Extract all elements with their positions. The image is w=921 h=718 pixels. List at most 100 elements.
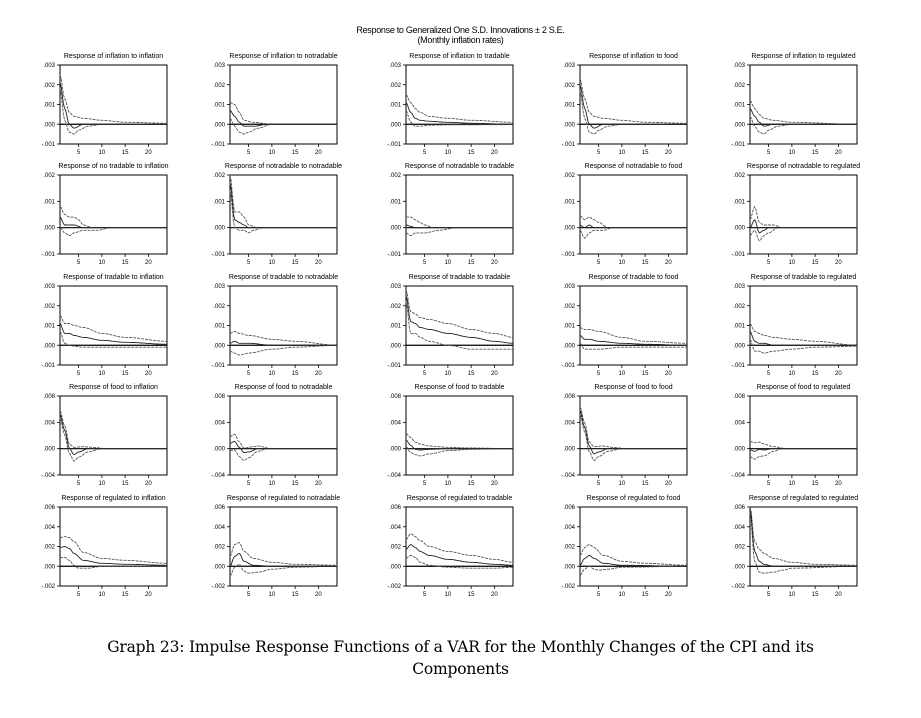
response-line bbox=[579, 224, 687, 229]
y-tick-label: .000 bbox=[733, 226, 745, 232]
y-tick-label: .003 bbox=[43, 63, 55, 69]
x-tick-label: 5 bbox=[767, 150, 771, 156]
x-tick-label: 20 bbox=[835, 592, 842, 598]
lower-band-line bbox=[59, 418, 167, 462]
lower-band-line bbox=[229, 117, 337, 135]
response-line bbox=[229, 440, 337, 454]
x-tick-label: 20 bbox=[315, 260, 322, 266]
plot-frame bbox=[749, 506, 858, 587]
x-tick-label: 10 bbox=[619, 260, 626, 266]
upper-band-line bbox=[405, 289, 514, 338]
x-tick-label: 15 bbox=[642, 371, 649, 377]
y-tick-label: .000 bbox=[563, 343, 575, 349]
panel-title: Response of inflation to inflation bbox=[64, 53, 163, 60]
y-tick-label: -.002 bbox=[41, 584, 55, 590]
x-tick-label: 15 bbox=[812, 592, 819, 598]
y-tick-label: -.004 bbox=[387, 473, 401, 479]
plot-frame bbox=[405, 395, 514, 476]
caption-line-2: Components bbox=[412, 660, 509, 678]
plot-frame bbox=[405, 174, 514, 255]
y-tick-label: -.002 bbox=[731, 584, 745, 590]
y-tick-label: .001 bbox=[213, 103, 225, 109]
irf-panel: Response of food to regulated -.004 .000 .0… bbox=[731, 384, 858, 487]
y-tick-label: .000 bbox=[733, 447, 745, 453]
y-tick-label: .000 bbox=[389, 447, 401, 453]
plot-frame bbox=[405, 506, 514, 587]
y-tick-label: .000 bbox=[733, 343, 745, 349]
y-tick-label: .002 bbox=[43, 173, 55, 179]
y-tick-label: .002 bbox=[563, 173, 575, 179]
panel-title: Response of no tradable to inflation bbox=[58, 163, 168, 170]
y-tick-label: .000 bbox=[213, 564, 225, 570]
x-tick-label: 20 bbox=[145, 481, 152, 487]
x-tick-label: 5 bbox=[77, 260, 81, 266]
y-tick-label: -.001 bbox=[731, 252, 745, 258]
x-tick-label: 15 bbox=[468, 481, 475, 487]
response-line bbox=[229, 110, 337, 127]
x-tick-label: 10 bbox=[789, 371, 796, 377]
plot-frame bbox=[579, 395, 688, 476]
x-tick-label: 5 bbox=[247, 150, 251, 156]
y-tick-label: -.001 bbox=[211, 252, 225, 258]
x-tick-label: 15 bbox=[642, 150, 649, 156]
plot-frame bbox=[59, 395, 168, 476]
figure-subtitle: (Monthly inflation rates) bbox=[417, 35, 504, 45]
irf-panel: Response of tradable to food -.001 .000 .00… bbox=[561, 274, 688, 377]
lower-band-line bbox=[749, 511, 857, 574]
irf-panel: Response of food to inflation -.004 .000 .0… bbox=[41, 384, 168, 487]
y-tick-label: .001 bbox=[563, 199, 575, 205]
plot-frame bbox=[229, 64, 338, 145]
x-tick-label: 5 bbox=[767, 260, 771, 266]
x-tick-label: 5 bbox=[247, 371, 251, 377]
upper-band-line bbox=[229, 433, 337, 450]
y-tick-label: .002 bbox=[563, 304, 575, 310]
x-tick-label: 10 bbox=[269, 592, 276, 598]
y-tick-label: -.001 bbox=[561, 252, 575, 258]
y-tick-label: .008 bbox=[563, 394, 575, 400]
panel-title: Response of inflation to notradable bbox=[229, 53, 337, 60]
y-tick-label: .000 bbox=[213, 447, 225, 453]
y-tick-label: .008 bbox=[389, 394, 401, 400]
panel-title: Response of inflation to tradable bbox=[409, 53, 510, 60]
y-tick-label: .000 bbox=[389, 564, 401, 570]
x-tick-label: 20 bbox=[315, 371, 322, 377]
x-tick-label: 5 bbox=[767, 371, 771, 377]
x-tick-label: 15 bbox=[468, 150, 475, 156]
x-tick-label: 15 bbox=[812, 371, 819, 377]
x-tick-label: 10 bbox=[99, 150, 106, 156]
y-tick-label: .000 bbox=[213, 343, 225, 349]
panel-title: Response of notradable to regulated bbox=[747, 163, 860, 170]
x-tick-label: 15 bbox=[122, 481, 129, 487]
x-tick-label: 5 bbox=[597, 260, 601, 266]
response-line bbox=[59, 323, 167, 345]
y-tick-label: .008 bbox=[213, 394, 225, 400]
irf-panel: Response of food to tradable -.004 .000 .00… bbox=[387, 384, 514, 487]
plot-frame bbox=[59, 506, 168, 587]
y-tick-label: .004 bbox=[43, 525, 55, 531]
irf-panel: Response of notradable to food -.001 .000.… bbox=[561, 163, 688, 266]
x-tick-label: 5 bbox=[767, 592, 771, 598]
x-tick-label: 20 bbox=[145, 260, 152, 266]
x-tick-label: 5 bbox=[597, 150, 601, 156]
irf-panel: Response of regulated to inflation -.002.… bbox=[41, 495, 168, 598]
upper-band-line bbox=[229, 330, 338, 346]
y-tick-label: .001 bbox=[389, 199, 401, 205]
caption-line-1: Graph 23: Impulse Response Functions of … bbox=[107, 638, 814, 656]
y-tick-label: .003 bbox=[213, 63, 225, 69]
x-tick-label: 20 bbox=[835, 150, 842, 156]
upper-band-line bbox=[749, 440, 857, 450]
panel-title: Response of food to food bbox=[594, 384, 672, 391]
x-tick-label: 20 bbox=[491, 481, 498, 487]
lower-band-line bbox=[229, 448, 337, 461]
irf-panel: Response of food to notradable -.004 .000.… bbox=[211, 384, 338, 487]
x-tick-label: 20 bbox=[665, 260, 672, 266]
y-tick-label: .004 bbox=[213, 525, 225, 531]
y-tick-label: .000 bbox=[389, 343, 401, 349]
lower-band-line bbox=[405, 227, 513, 237]
response-line bbox=[579, 84, 687, 129]
response-line bbox=[59, 82, 167, 129]
lower-band-line bbox=[405, 301, 513, 350]
y-tick-label: .004 bbox=[43, 420, 55, 426]
y-tick-label: .001 bbox=[43, 103, 55, 109]
y-tick-label: .000 bbox=[389, 122, 401, 128]
